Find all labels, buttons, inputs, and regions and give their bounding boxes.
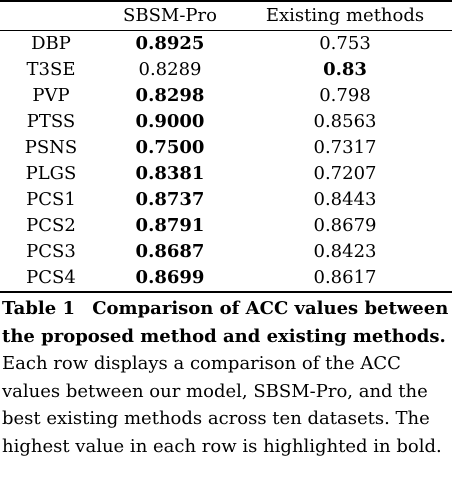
existing-value: 0.798 <box>319 85 371 106</box>
table-row: PCS1 0.8737 0.8443 <box>0 187 452 213</box>
table-row: PCS4 0.8699 0.8617 <box>0 265 452 292</box>
table-caption: Table 1 Comparison of ACC values between… <box>2 295 450 460</box>
header-sbsm-pro: SBSM-Pro <box>123 5 217 26</box>
comparison-table-container: SBSM-Pro Existing methods DBP 0.8925 0.7… <box>0 1 452 292</box>
existing-value: 0.8679 <box>313 215 377 236</box>
dataset-name: PSNS <box>24 137 78 158</box>
caption-body: Each row displays a comparison of the AC… <box>2 353 442 457</box>
existing-value: 0.83 <box>323 59 367 80</box>
table-row: DBP 0.8925 0.753 <box>0 31 452 58</box>
dataset-name: PCS4 <box>26 267 76 288</box>
acc-comparison-table: SBSM-Pro Existing methods DBP 0.8925 0.7… <box>0 1 452 292</box>
sbsm-value: 0.8289 <box>138 59 202 80</box>
dataset-name: DBP <box>31 33 71 54</box>
sbsm-value: 0.8925 <box>135 33 205 54</box>
caption-label: Table 1 <box>2 298 76 319</box>
existing-value: 0.8443 <box>313 189 377 210</box>
existing-value: 0.8617 <box>313 267 377 288</box>
existing-value: 0.8423 <box>313 241 377 262</box>
table-header-row: SBSM-Pro Existing methods <box>0 1 452 31</box>
existing-value: 0.7207 <box>313 163 377 184</box>
dataset-name: PCS1 <box>26 189 76 210</box>
table-row: PLGS 0.8381 0.7207 <box>0 161 452 187</box>
dataset-name: PCS3 <box>26 241 76 262</box>
sbsm-value: 0.8737 <box>135 189 205 210</box>
sbsm-value: 0.8298 <box>135 85 205 106</box>
sbsm-value: 0.8381 <box>135 163 205 184</box>
sbsm-value: 0.7500 <box>135 137 205 158</box>
sbsm-value: 0.9000 <box>135 111 205 132</box>
sbsm-value: 0.8699 <box>135 267 205 288</box>
dataset-name: PLGS <box>25 163 77 184</box>
sbsm-value: 0.8791 <box>135 215 205 236</box>
table-row: PTSS 0.9000 0.8563 <box>0 109 452 135</box>
caption-title: Comparison of ACC values between the pro… <box>2 298 449 347</box>
sbsm-value: 0.8687 <box>135 241 205 262</box>
table-body: DBP 0.8925 0.753 T3SE 0.8289 0.83 PVP 0.… <box>0 31 452 292</box>
table-row: T3SE 0.8289 0.83 <box>0 57 452 83</box>
header-dataset <box>0 1 102 31</box>
existing-value: 0.8563 <box>313 111 377 132</box>
dataset-name: PVP <box>32 85 70 106</box>
dataset-name: PTSS <box>26 111 76 132</box>
dataset-name: T3SE <box>26 59 76 80</box>
header-existing-methods: Existing methods <box>265 5 425 26</box>
table-row: PCS3 0.8687 0.8423 <box>0 239 452 265</box>
table-row: PVP 0.8298 0.798 <box>0 83 452 109</box>
table-row: PCS2 0.8791 0.8679 <box>0 213 452 239</box>
table-row: PSNS 0.7500 0.7317 <box>0 135 452 161</box>
existing-value: 0.753 <box>319 33 371 54</box>
existing-value: 0.7317 <box>313 137 377 158</box>
dataset-name: PCS2 <box>26 215 76 236</box>
